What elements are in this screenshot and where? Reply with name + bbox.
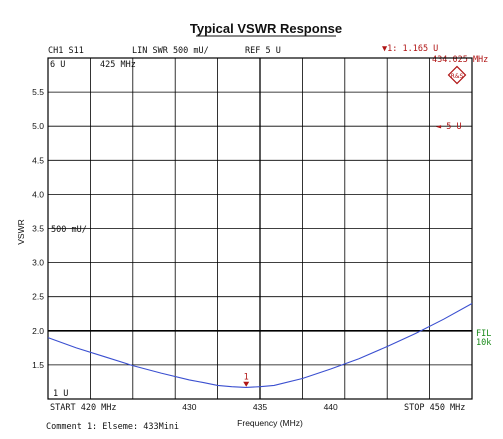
- comment-line: Comment 1: Elseme: 433Mini: [46, 422, 179, 432]
- x-tick-label: 435: [253, 402, 267, 412]
- marker-frequency: 434.025 MHz: [432, 55, 488, 65]
- stop-frequency-label: STOP 450 MHz: [404, 403, 465, 413]
- chart-title: Typical VSWR Response: [190, 21, 342, 36]
- y-tick-label: 5.0: [32, 121, 44, 131]
- x-tick-label: 430: [182, 402, 196, 412]
- bottom-left-value: 1 U: [53, 389, 68, 399]
- vswr-trace-line: [47, 303, 473, 388]
- y-tick-label: 3.5: [32, 224, 44, 234]
- format-label: LIN SWR 500 mU/: [132, 46, 209, 56]
- top-left-scale: 6 U: [50, 60, 65, 70]
- top-left-frequency: 425 MHz: [100, 60, 136, 70]
- filter-value: 10k: [476, 338, 491, 348]
- y-tick-label: 4.0: [32, 189, 44, 199]
- x-axis-label: Frequency (MHz): [237, 418, 303, 428]
- reference-label: REF 5 U: [245, 46, 281, 56]
- plot-area: 1.5 2.0 2.5 3.0 3.5 4.0 4.5 5.0 5.5 430 435 440 1: [32, 57, 473, 412]
- y-tick-label: 2.5: [32, 292, 44, 302]
- scale-per-division-label: 500 mU/: [51, 225, 87, 235]
- marker-number-label: 1: [244, 373, 249, 383]
- rs-logo-icon: R&S: [447, 65, 467, 85]
- reference-arrow: ◄ 5 U: [436, 122, 462, 132]
- y-tick-label: 3.0: [32, 258, 44, 268]
- y-tick-label: 2.0: [32, 326, 44, 336]
- y-tick-label: 5.5: [32, 87, 44, 97]
- marker-readout: ▼1: 1.165 U: [382, 44, 438, 54]
- filter-label: FIL: [476, 329, 491, 339]
- y-tick-label: 4.5: [32, 155, 44, 165]
- y-tick-label: 1.5: [32, 360, 44, 370]
- y-axis-label: VSWR: [16, 219, 26, 245]
- channel-label: CH1 S11: [48, 46, 84, 56]
- svg-text:R&S: R&S: [451, 73, 464, 80]
- start-frequency-label: START 420 MHz: [50, 403, 117, 413]
- marker-triangle-icon: [243, 381, 250, 387]
- x-tick-label: 440: [324, 402, 338, 412]
